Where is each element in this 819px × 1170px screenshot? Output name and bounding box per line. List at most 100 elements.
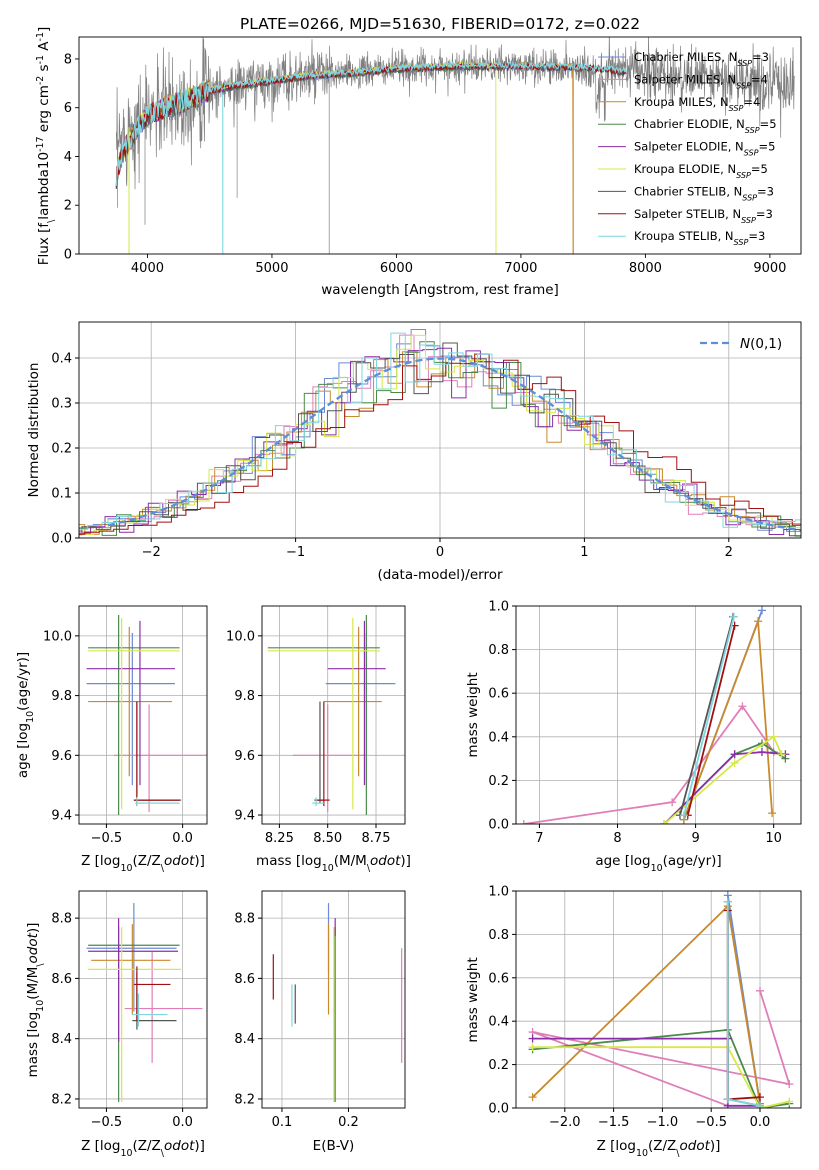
age-z-plot-area [79, 606, 207, 824]
spectrum-plot-area [115, 37, 795, 254]
mass-z-ytick-label: 8.4 [51, 1032, 72, 1047]
age-mass-xlabel-part: mass [log [256, 853, 322, 869]
observed-spectrum-line [115, 37, 795, 254]
legend-label-normal-part: (0,1) [750, 336, 782, 352]
histogram-ytick-label: 0.0 [51, 532, 72, 547]
hist-step-kroupa-elodie [79, 334, 801, 537]
age-mass-xlabel: mass [log10(M/M\odot)] [256, 853, 411, 874]
legend-name: Chabrier ELODIE, N [634, 117, 745, 131]
mass-z-xlabel-part: )] [194, 1138, 205, 1154]
mass-z-xlabel-part: Z [log [81, 1138, 120, 1154]
age-z-ytick-label: 10.0 [43, 629, 72, 644]
age-z-xlabel-part: (Z/Z [132, 853, 160, 869]
mass-z-ytick-label: 8.2 [51, 1092, 72, 1107]
mass-z-ylabel: mass [log10(M/M\odot)] [25, 923, 46, 1078]
spectrum-ytick-label: 8 [64, 52, 72, 67]
spectrum-ylabel-part: -17 [35, 136, 46, 151]
model-line-chabrier-elodie [115, 62, 497, 189]
mass-ebv-ytick-label: 8.4 [234, 1032, 255, 1047]
model-line-salpeter-miles [115, 61, 574, 188]
mass-z-frame [78, 890, 208, 1109]
age-z-xlabel-part: odot [164, 853, 195, 869]
spectrum-ylabel-part: -1 [35, 55, 46, 64]
age-z-ytick-label: 9.4 [51, 809, 72, 824]
model-line-kroupa-stelib [115, 60, 628, 187]
weight-z-xtick-label: −2.0 [549, 1115, 581, 1130]
legend-label-kroupa-elodie: Kroupa ELODIE, NSSP=5 [634, 162, 768, 180]
age-mass-xtick-label: 8.75 [362, 831, 391, 846]
mass-z-xlabel-part: (Z/Z [132, 1138, 160, 1154]
age-z-xlabel: Z [log10(Z/Z\odot)] [81, 853, 205, 874]
legend-name: Kroupa ELODIE, N [634, 162, 736, 176]
age-z-xtick-label: 0.0 [172, 831, 193, 846]
mass-z-xlabel-part: odot [164, 1138, 195, 1154]
mass-z-ylabel-part: odot [25, 932, 41, 963]
spectrum-xlabel: wavelength [Angstrom, rest frame] [321, 282, 559, 298]
histogram-xtick-label: −1 [286, 545, 305, 560]
age-mass-frame [261, 605, 406, 825]
weight-z-ytick-label: 0.0 [488, 1102, 509, 1117]
age-mass-xlabel-part: )] [400, 853, 411, 869]
age-mass-xlabel-part: \ [367, 863, 371, 874]
weight-age-xlabel-part: (age/yr)] [663, 853, 722, 869]
weight-marker-chabrier-miles [757, 606, 766, 615]
mass-ebv-ytick-label: 8.8 [234, 912, 255, 927]
legend-eq: =4 [751, 72, 768, 86]
weight-z-xlabel-part: Z [log [597, 1138, 636, 1154]
weight-age-grid [516, 606, 801, 824]
weight-age-ytick-label: 0.4 [488, 730, 509, 745]
age-mass-ytick-label: 10.0 [226, 629, 255, 644]
spectrum-ylabel-part: s [36, 64, 52, 75]
histogram-xtick-label: 1 [580, 545, 588, 560]
spectrum-ytick-label: 6 [64, 101, 72, 116]
spectrum-xtick-label: 8000 [629, 261, 662, 276]
spectrum-xtick-label: 9000 [753, 261, 786, 276]
mass-z-ytick-label: 8.8 [51, 912, 72, 927]
age-z-ytick-label: 9.6 [51, 749, 72, 764]
legend-name: Chabrier MILES, N [634, 50, 737, 64]
legend-eq: =5 [760, 117, 777, 131]
mass-z-plot-area [79, 891, 207, 1108]
weight-age-xlabel-part: age [log [595, 853, 650, 869]
weight-z-frame [515, 890, 802, 1109]
weight-z-xlabel-part: )] [710, 1138, 721, 1154]
weight-z-ytick-label: 0.4 [488, 1015, 509, 1030]
histogram-xtick-label: −2 [142, 545, 161, 560]
weight-age-xtick-label: 8 [613, 831, 621, 846]
mass-ebv-frame [261, 890, 406, 1109]
age-mass-xtick-label: 8.25 [265, 831, 294, 846]
histogram-plot-area [79, 322, 801, 538]
legend-name: Salpeter ELODIE, N [634, 140, 744, 154]
mass-weight-vs-metallicity-panel: −2.0 −1.5 −1.0 −0.5 0.0 0.0 0.2 0.4 0.6 0.8 1.0 Z [… [465, 885, 802, 1159]
legend-eq: =3 [757, 184, 774, 198]
mass-z-ylabel-part: 10 [35, 1000, 46, 1012]
mass-ebv-xtick-label: 0.2 [338, 1115, 359, 1130]
weight-marker-kroupa-miles [528, 1093, 537, 1102]
mass-vs-extinction-panel: 0.1 0.2 8.2 8.4 8.6 8.8 E(B-V) [234, 890, 406, 1154]
histogram-ytick-label: 0.2 [51, 442, 72, 457]
weight-marker-kroupa-stelib [723, 1095, 732, 1104]
legend-eq: =5 [758, 140, 775, 154]
mass-z-xtick-label: 0.0 [172, 1115, 193, 1130]
weight-age-ytick-label: 0.8 [488, 643, 509, 658]
spectrum-panel: 4000 5000 6000 7000 8000 9000 0 2 4 6 8 Chabrier MI… [35, 27, 802, 298]
age-mass-grid [262, 606, 405, 824]
mass-z-ylabel-part: (M/M [25, 967, 41, 1000]
weight-line-kroupa-elodie [532, 1046, 790, 1108]
mass-z-xlabel-part: \ [161, 1148, 165, 1159]
weight-line-kroupa-stelib [683, 616, 735, 816]
legend-label-chabrier-elodie: Chabrier ELODIE, NSSP=5 [634, 117, 777, 135]
histogram-ytick-label: 0.4 [51, 352, 72, 367]
spectrum-xtick-label: 5000 [255, 261, 288, 276]
legend-sub: SSP [736, 81, 751, 90]
legend-name: Kroupa STELIB, N [634, 229, 734, 243]
legend-sub: SSP [737, 59, 752, 68]
age-z-xlabel-part: \ [161, 863, 165, 874]
weight-z-ylabel-part: mass weight [465, 957, 481, 1042]
weight-z-xtick-label: −1.5 [598, 1115, 630, 1130]
mass-ebv-ytick-label: 8.6 [234, 972, 255, 987]
model-line-salpeter-elodie [115, 62, 497, 188]
weight-age-xtick-label: 9 [691, 831, 699, 846]
weight-marker-salpeter-miles [785, 1080, 794, 1089]
